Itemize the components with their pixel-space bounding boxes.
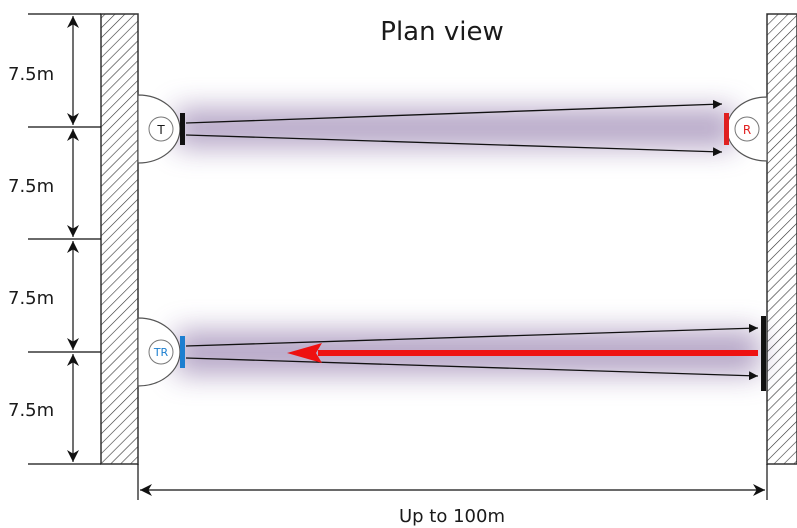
beam-glow-top <box>175 108 735 148</box>
segment-label-1: 7.5m <box>8 64 54 85</box>
return-arrow <box>287 343 758 363</box>
segment-label-2: 7.5m <box>8 176 54 197</box>
transceiver-device: TR <box>137 317 185 387</box>
segment-label-4: 7.5m <box>8 400 54 421</box>
transceiver-label: TR <box>153 346 169 359</box>
transmitter-label: T <box>156 123 165 137</box>
right-wall <box>766 13 797 465</box>
reflector-plate <box>761 316 766 391</box>
diagram-title: Plan view <box>380 17 503 47</box>
transmitter-device: T <box>137 94 185 164</box>
span-label: Up to 100m <box>399 506 505 527</box>
segment-label-3: 7.5m <box>8 288 54 309</box>
receiver-device: R <box>724 96 768 162</box>
receiver-label: R <box>743 123 751 137</box>
top-beam-lines <box>185 99 723 157</box>
left-wall <box>100 13 139 465</box>
height-dimension-lines <box>28 13 101 465</box>
span-dimension <box>137 464 768 500</box>
bottom-beam-lines <box>185 323 759 381</box>
